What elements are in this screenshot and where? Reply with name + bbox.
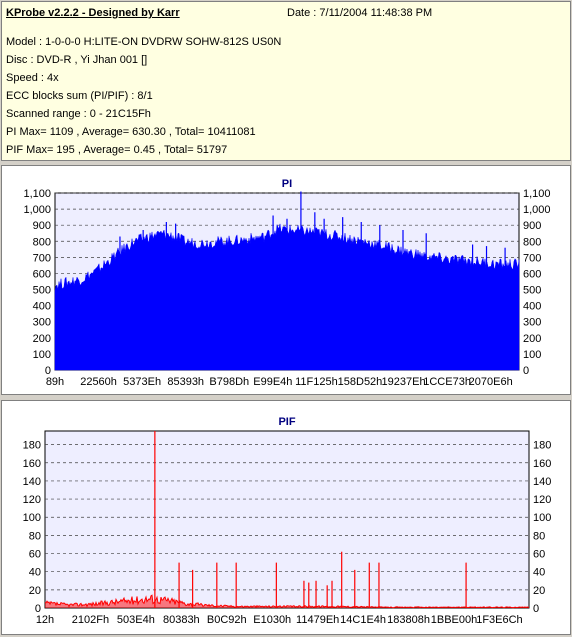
- info-disc: Disc : DVD-R , Yi Jhan 001 []: [6, 54, 148, 66]
- pif-chart-panel: PIF 0 0 20 20 40 40 60 60 80 80 100 100 120 120 140 140 1…: [1, 400, 571, 635]
- pi-chart-panel: PI 0 0 100 100 200 200 300 300 400 400 500 500 600 600…: [1, 165, 571, 395]
- x-tick-label: 1BBE00h: [431, 614, 477, 626]
- y-tick-label-right: 200: [523, 333, 541, 345]
- y-tick-label-left: 160: [23, 458, 41, 470]
- y-tick-label-left: 40: [29, 567, 41, 579]
- y-tick-label-left: 140: [23, 476, 41, 488]
- x-tick-label: 5373Eh: [123, 376, 161, 388]
- x-tick-label: 11479Eh: [296, 614, 339, 626]
- y-tick-label-right: 60: [533, 549, 545, 561]
- y-tick-label-right: 400: [523, 301, 541, 313]
- y-tick-label-right: 120: [533, 494, 551, 506]
- x-tick-label: B798Dh: [209, 376, 249, 388]
- y-tick-label-left: 0: [35, 603, 41, 615]
- y-tick-label-left: 100: [23, 512, 41, 524]
- info-pi-stats: PI Max= 1109 , Average= 630.30 , Total= …: [6, 126, 256, 138]
- y-tick-label-left: 180: [23, 440, 41, 452]
- y-tick-label-left: 700: [33, 252, 51, 264]
- y-tick-label-right: 700: [523, 252, 541, 264]
- y-tick-label-left: 80: [29, 530, 41, 542]
- y-tick-label-left: 0: [45, 365, 51, 377]
- y-tick-label-left: 400: [33, 301, 51, 313]
- y-tick-label-right: 0: [533, 603, 539, 615]
- y-tick-label-right: 180: [533, 440, 551, 452]
- x-tick-label: E99E4h: [253, 376, 292, 388]
- x-tick-label: E1030h: [253, 614, 291, 626]
- y-tick-label-left: 300: [33, 317, 51, 329]
- y-tick-label-right: 1,100: [523, 188, 551, 200]
- y-tick-label-left: 200: [33, 333, 51, 345]
- y-tick-label-right: 160: [533, 458, 551, 470]
- x-tick-label: 85393h: [167, 376, 204, 388]
- info-panel: KProbe v2.2.2 - Designed by Karr Date : …: [1, 1, 571, 161]
- y-tick-label-left: 600: [33, 268, 51, 280]
- pi-chart: PI 0 0 100 100 200 200 300 300 400 400 500 500 600 600…: [23, 178, 551, 388]
- x-tick-label: B0C92h: [207, 614, 247, 626]
- y-tick-label-left: 20: [29, 585, 41, 597]
- x-tick-label: 89h: [46, 376, 64, 388]
- y-tick-label-right: 100: [523, 349, 541, 361]
- y-tick-label-left: 1,000: [23, 204, 51, 216]
- x-tick-label: 12h: [36, 614, 54, 626]
- x-tick-label: 22560h: [80, 376, 117, 388]
- scan-date: Date : 7/11/2004 11:48:38 PM: [287, 7, 433, 19]
- y-tick-label-right: 900: [523, 220, 541, 232]
- y-tick-label-left: 60: [29, 549, 41, 561]
- app-title: KProbe v2.2.2 - Designed by Karr: [6, 7, 180, 19]
- y-tick-label-left: 100: [33, 349, 51, 361]
- y-tick-label-left: 500: [33, 285, 51, 297]
- x-tick-label: 14C1E4h: [340, 614, 386, 626]
- y-tick-label-left: 900: [33, 220, 51, 232]
- y-tick-label-right: 140: [533, 476, 551, 488]
- y-tick-label-right: 0: [523, 365, 529, 377]
- y-tick-label-right: 40: [533, 567, 545, 579]
- y-tick-label-left: 120: [23, 494, 41, 506]
- x-tick-label: 158D52h: [338, 376, 383, 388]
- info-ecc-blocks: ECC blocks sum (PI/PIF) : 8/1: [6, 90, 153, 102]
- pif-series-fill: [45, 595, 529, 608]
- info-model: Model : 1-0-0-0 H:LITE-ON DVDRW SOHW-812…: [6, 36, 282, 48]
- x-tick-label: 503E4h: [117, 614, 155, 626]
- chart-title: PIF: [278, 416, 295, 428]
- x-tick-label: 1CCE73h: [423, 376, 471, 388]
- pif-chart: PIF 0 0 20 20 40 40 60 60 80 80 100 100 120 120 140 140 1…: [23, 416, 552, 626]
- x-tick-label: 80383h: [163, 614, 200, 626]
- x-tick-label: 183808h: [387, 614, 430, 626]
- info-speed: Speed : 4x: [6, 72, 59, 84]
- x-tick-label: 2102Fh: [72, 614, 109, 626]
- x-tick-label: 11F125h: [295, 376, 338, 388]
- y-tick-label-right: 300: [523, 317, 541, 329]
- y-tick-label-left: 800: [33, 236, 51, 248]
- x-tick-label: 1F3E6Ch: [476, 614, 522, 626]
- x-tick-label: 19237Eh: [382, 376, 426, 388]
- y-tick-label-right: 500: [523, 285, 541, 297]
- y-tick-label-left: 1,100: [23, 188, 51, 200]
- y-tick-label-right: 600: [523, 268, 541, 280]
- info-scanned-range: Scanned range : 0 - 21C15Fh: [6, 108, 151, 120]
- y-tick-label-right: 80: [533, 530, 545, 542]
- plot-area: [44, 430, 530, 609]
- y-tick-label-right: 1,000: [523, 204, 551, 216]
- info-pif-stats: PIF Max= 195 , Average= 0.45 , Total= 51…: [6, 144, 228, 156]
- x-tick-label: 2070E6h: [469, 376, 513, 388]
- y-tick-label-right: 800: [523, 236, 541, 248]
- y-tick-label-right: 20: [533, 585, 545, 597]
- chart-title: PI: [282, 178, 292, 190]
- y-tick-label-right: 100: [533, 512, 551, 524]
